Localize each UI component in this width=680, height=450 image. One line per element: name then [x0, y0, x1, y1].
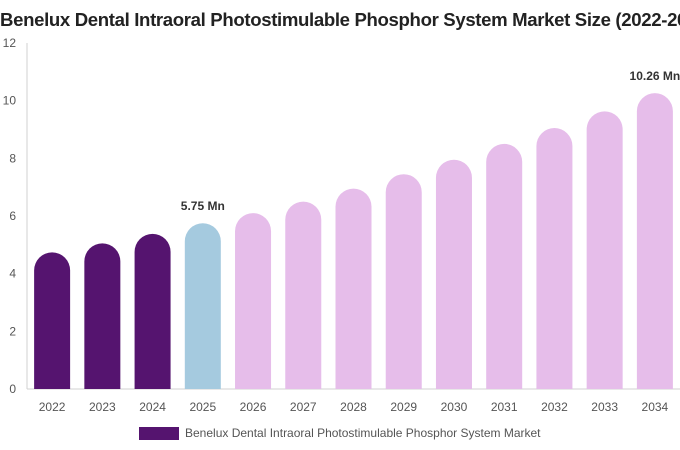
chart-title: Benelux Dental Intraoral Photostimulable… [0, 9, 680, 30]
bar-2025[interactable] [184, 223, 221, 389]
x-tick-label: 2026 [240, 400, 267, 414]
bar-2022[interactable] [34, 252, 71, 389]
x-tick-label: 2023 [89, 400, 116, 414]
y-tick-label: 10 [3, 94, 17, 108]
x-tick-label: 2034 [642, 400, 669, 414]
bar-2033[interactable] [586, 111, 623, 389]
x-tick-label: 2028 [340, 400, 367, 414]
bar-2023[interactable] [84, 243, 121, 389]
bar-2029[interactable] [385, 174, 422, 389]
legend-label: Benelux Dental Intraoral Photostimulable… [185, 426, 541, 440]
y-tick-label: 6 [9, 209, 16, 223]
y-tick-label: 2 [9, 324, 16, 338]
y-tick-label: 4 [9, 267, 16, 281]
x-tick-label: 2031 [491, 400, 518, 414]
bars-group [34, 93, 673, 390]
bar-2031[interactable] [486, 143, 523, 389]
legend-swatch [139, 426, 179, 440]
data-labels-group: 5.75 Mn 10.26 Mn [181, 69, 680, 213]
y-tick-label: 12 [3, 36, 17, 50]
bar-2026[interactable] [235, 213, 272, 389]
bar-2034[interactable] [636, 93, 673, 390]
x-tick-label: 2025 [189, 400, 216, 414]
bar-2027[interactable] [285, 201, 322, 389]
bar-2030[interactable] [435, 159, 472, 389]
y-axis: 0 2 4 6 8 10 12 [3, 36, 28, 396]
x-tick-label: 2024 [139, 400, 166, 414]
x-tick-label: 2032 [541, 400, 568, 414]
x-tick-label: 2022 [39, 400, 66, 414]
x-tick-label: 2030 [441, 400, 468, 414]
data-label-2034: 10.26 Mn [630, 69, 680, 83]
x-tick-label: 2029 [390, 400, 417, 414]
x-axis: 2022 2023 2024 2025 2026 2027 2028 2029 2030 2031… [27, 388, 680, 414]
bar-2028[interactable] [335, 188, 372, 389]
data-label-2025: 5.75 Mn [181, 199, 225, 213]
x-tick-label: 2033 [591, 400, 618, 414]
bar-2024[interactable] [134, 233, 171, 389]
y-tick-label: 8 [9, 151, 16, 165]
bar-2032[interactable] [536, 128, 573, 389]
x-tick-label: 2027 [290, 400, 317, 414]
y-tick-label: 0 [9, 382, 16, 396]
legend[interactable]: Benelux Dental Intraoral Photostimulable… [139, 425, 541, 441]
